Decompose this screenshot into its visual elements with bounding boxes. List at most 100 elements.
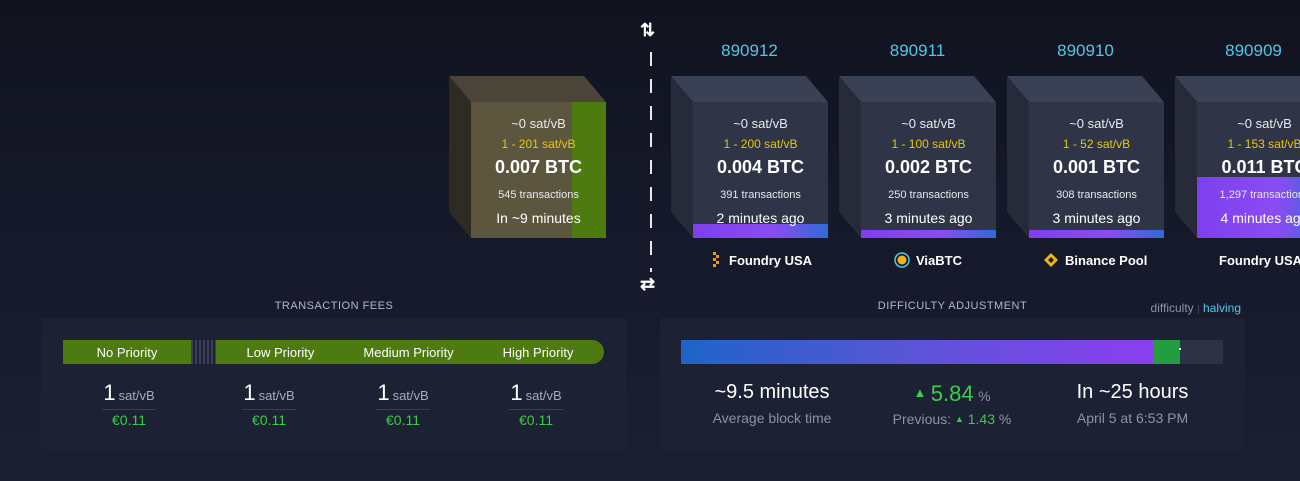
block-front-face: ~0 sat/vB 1 - 201 sat/vB 0.007 BTC 545 t… <box>471 102 606 238</box>
difficulty-title: DIFFICULTY ADJUSTMENT <box>877 300 1028 312</box>
miner-name: Binance Pool <box>1065 252 1148 268</box>
previous-unit: % <box>998 411 1012 427</box>
tx-count: 545 transactions <box>498 189 579 201</box>
transaction-fees-title: TRANSACTION FEES <box>274 300 394 312</box>
block-total: 0.004 BTC <box>716 157 805 177</box>
fee-fiat: €0.11 <box>519 412 553 428</box>
block-fill <box>1197 176 1300 238</box>
mempool-block[interactable]: ~0 sat/vB 1 - 201 sat/vB 0.007 BTC 545 t… <box>449 76 606 238</box>
miner-name: Foundry USA <box>729 252 813 268</box>
miner-link[interactable]: Foundry USA <box>709 250 812 270</box>
fee-unit: sat/vB <box>525 388 562 403</box>
swap-horizontal-icon[interactable]: ⇄ <box>640 274 656 294</box>
block-top-face <box>1175 76 1300 102</box>
viabtc-icon <box>894 252 910 268</box>
change-unit: % <box>978 388 991 404</box>
block-fill <box>693 224 828 238</box>
priority-range: Low Priority Medium Priority High Priori… <box>216 340 604 364</box>
block-top-face <box>449 76 606 102</box>
fee-unit: sat/vB <box>118 388 155 403</box>
median-fee: ~0 sat/vB <box>511 116 566 131</box>
block-time: 2 minutes ago <box>716 210 805 226</box>
priority-gap <box>191 340 216 364</box>
swap-vertical-icon[interactable]: ⇅ <box>640 20 656 40</box>
difficulty-eta: In ~25 hours <box>1076 381 1189 403</box>
difficulty-progress-fill <box>681 340 1153 364</box>
block-side-face <box>839 76 861 238</box>
miner-name: Foundry USA <box>1219 252 1300 268</box>
median-fee: ~0 sat/vB <box>733 116 788 131</box>
block-total: 0.001 BTC <box>1052 157 1141 177</box>
tx-count: 308 transactions <box>1056 189 1137 201</box>
difficulty-marker <box>1178 348 1181 350</box>
fee-unit: sat/vB <box>392 388 429 403</box>
median-fee: ~0 sat/vB <box>1069 116 1124 131</box>
fee-divider <box>242 409 296 410</box>
fee-fiat: €0.11 <box>386 412 420 428</box>
difficulty-progress-bar <box>681 340 1223 364</box>
fee-value: 1 <box>103 380 116 405</box>
previous-value: 1.43 <box>967 411 995 427</box>
binance-icon <box>1044 253 1058 267</box>
fee-range: 1 - 153 sat/vB <box>1227 137 1300 151</box>
fee-estimate-none: 1 sat/vB €0.11 <box>74 380 184 428</box>
block-total: 0.007 BTC <box>494 157 583 177</box>
block-fill <box>861 229 996 238</box>
priority-label-low: Low Priority <box>246 344 315 360</box>
block-side-face <box>1175 76 1197 238</box>
block-front-face: ~0 sat/vB 1 - 153 sat/vB 0.011 BTC 1,297… <box>1197 102 1300 238</box>
fee-range: 1 - 201 sat/vB <box>501 137 576 151</box>
toggle-separator: | <box>1197 304 1200 315</box>
block-eta: In ~9 minutes <box>496 210 581 226</box>
toggle-difficulty[interactable]: difficulty <box>1150 301 1194 315</box>
avg-block-time-label: Average block time <box>712 410 832 426</box>
block-top-face <box>839 76 996 102</box>
block-side-face <box>449 76 471 238</box>
block-side-face <box>671 76 693 238</box>
fee-range: 1 - 52 sat/vB <box>1062 137 1131 151</box>
fee-fiat: €0.11 <box>252 412 286 428</box>
block-height-link[interactable]: 890909 <box>1225 41 1282 60</box>
miner-link[interactable]: ViaBTC <box>894 250 962 270</box>
mempool-divider <box>650 52 652 272</box>
block-height-link[interactable]: 890912 <box>721 41 778 60</box>
fee-unit: sat/vB <box>258 388 295 403</box>
miner-link[interactable]: Binance Pool <box>1043 250 1147 270</box>
block-top-face <box>671 76 828 102</box>
block-card[interactable]: ~0 sat/vB 1 - 100 sat/vB 0.002 BTC 250 t… <box>839 76 996 238</box>
fee-divider <box>509 409 563 410</box>
block-height-link[interactable]: 890910 <box>1057 41 1114 60</box>
block-top-face <box>1007 76 1164 102</box>
fee-value: 1 <box>377 380 390 405</box>
tx-count: 250 transactions <box>888 189 969 201</box>
block-card[interactable]: ~0 sat/vB 1 - 52 sat/vB 0.001 BTC 308 tr… <box>1007 76 1164 238</box>
fee-range: 1 - 200 sat/vB <box>723 137 798 151</box>
block-height-link[interactable]: 890911 <box>889 41 946 60</box>
block-front-face: ~0 sat/vB 1 - 52 sat/vB 0.001 BTC 308 tr… <box>1029 102 1164 238</box>
miner-link[interactable]: Foundry USA <box>1213 250 1300 270</box>
block-total: 0.002 BTC <box>884 157 973 177</box>
difficulty-change-stat: ▲ 5.84 % Previous: ▲ 1.43 % <box>862 381 1042 427</box>
change-value: 5.84 <box>930 381 974 406</box>
difficulty-ahead-fill <box>1152 340 1180 364</box>
change-up-icon: ▲ <box>913 385 927 400</box>
priority-label-high: High Priority <box>502 344 574 360</box>
priority-label-none: No Priority <box>63 340 191 364</box>
fee-estimate-low: 1 sat/vB €0.11 <box>214 380 324 428</box>
toggle-halving[interactable]: halving <box>1202 301 1241 315</box>
fee-divider <box>102 409 156 410</box>
block-card[interactable]: ~0 sat/vB 1 - 153 sat/vB 0.011 BTC 1,297… <box>1175 76 1300 238</box>
fee-value: 1 <box>510 380 523 405</box>
fee-estimate-high: 1 sat/vB €0.11 <box>481 380 591 428</box>
fee-range: 1 - 100 sat/vB <box>891 137 966 151</box>
fee-priority-bar: No Priority Low Priority Medium Priority… <box>63 340 604 364</box>
fee-fiat: €0.11 <box>112 412 146 428</box>
fee-divider <box>376 409 430 410</box>
block-front-face: ~0 sat/vB 1 - 200 sat/vB 0.004 BTC 391 t… <box>693 102 828 238</box>
block-side-face <box>1007 76 1029 238</box>
fee-estimate-medium: 1 sat/vB €0.11 <box>348 380 458 428</box>
block-card[interactable]: ~0 sat/vB 1 - 200 sat/vB 0.004 BTC 391 t… <box>671 76 828 238</box>
median-fee: ~0 sat/vB <box>1237 116 1292 131</box>
tx-count: 391 transactions <box>720 189 801 201</box>
block-total: 0.011 BTC <box>1221 157 1300 177</box>
